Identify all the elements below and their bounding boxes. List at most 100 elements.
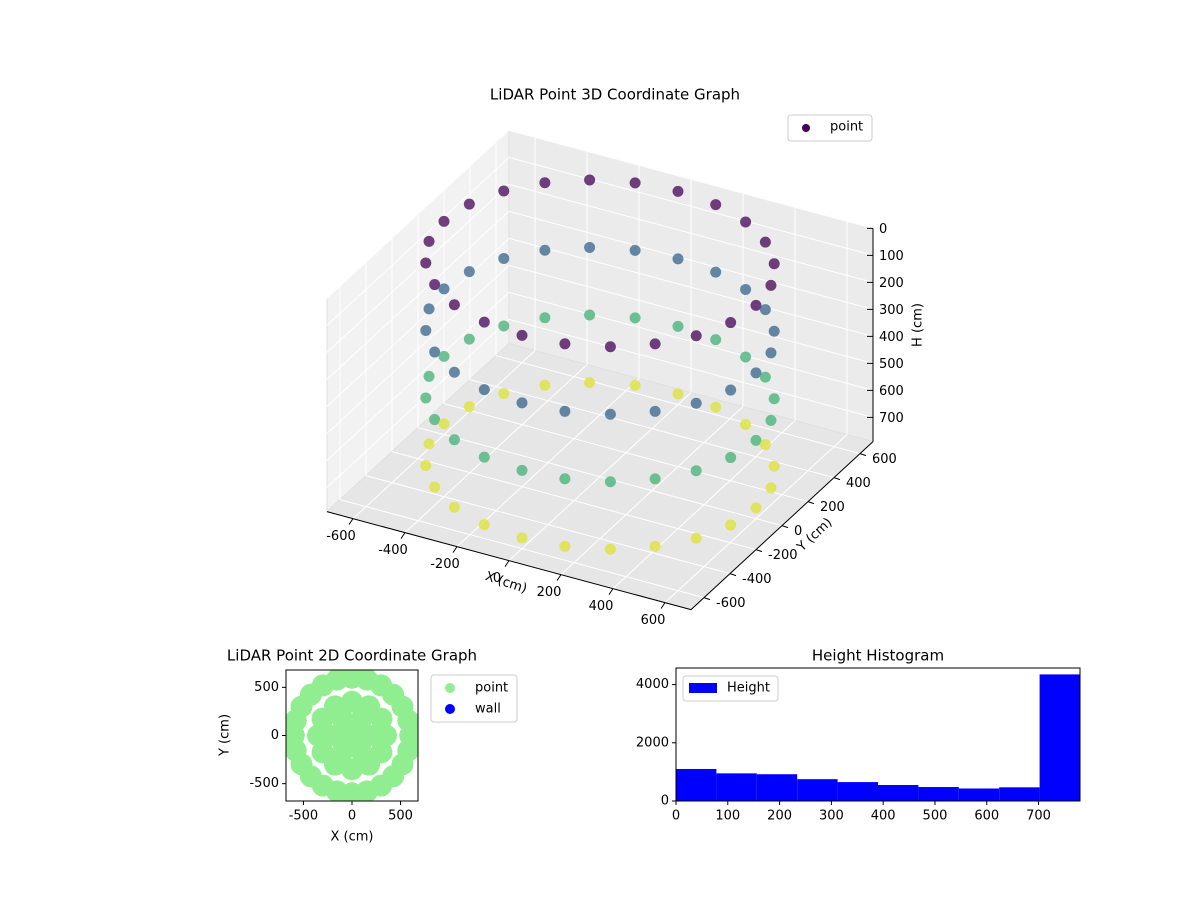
point	[448, 299, 460, 311]
grid-line	[326, 183, 510, 353]
point	[539, 312, 551, 324]
y-tick-label: 0	[271, 728, 279, 743]
point	[448, 434, 460, 446]
y-tick-label: -400	[742, 572, 772, 587]
bar	[1039, 674, 1080, 801]
legend-box	[682, 675, 779, 702]
legend-label: point	[830, 120, 863, 135]
point	[448, 366, 460, 378]
point	[498, 320, 510, 332]
legend-label: point	[475, 681, 508, 696]
point	[438, 283, 450, 295]
point	[539, 379, 551, 391]
point	[498, 185, 510, 197]
x-axis-line	[326, 511, 692, 611]
x-tick-label: -200	[430, 557, 460, 572]
point	[584, 241, 596, 253]
point	[690, 397, 702, 409]
legend-marker	[802, 124, 810, 132]
point	[649, 338, 661, 350]
point	[429, 346, 441, 358]
point	[584, 174, 596, 186]
point	[765, 482, 777, 494]
tick-mark	[504, 560, 510, 567]
legend-label: Height	[727, 681, 770, 696]
grid-line	[508, 264, 874, 364]
point	[423, 438, 435, 450]
point	[768, 393, 780, 405]
x-axis-label: X (cm)	[331, 830, 374, 845]
point	[539, 177, 551, 189]
grid-line	[326, 264, 510, 434]
title: LiDAR Point 3D Coordinate Graph	[490, 86, 740, 104]
x-tick-label: -500	[289, 809, 319, 824]
x-tick-label: 0	[493, 571, 501, 586]
point	[420, 324, 432, 336]
point	[750, 299, 762, 311]
grid-line	[339, 499, 705, 599]
grid-line	[326, 237, 510, 407]
point	[672, 320, 684, 332]
y-tick-label: -500	[249, 776, 279, 791]
grid-line	[508, 291, 874, 391]
point	[463, 198, 475, 210]
point	[759, 439, 771, 451]
x-tick-label: 600	[641, 613, 666, 628]
legend-label: wall	[475, 702, 501, 717]
point	[740, 418, 752, 430]
grid-line	[508, 183, 874, 283]
plot-area	[286, 670, 418, 801]
point	[516, 329, 528, 341]
point	[420, 459, 432, 471]
point	[423, 303, 435, 315]
z-tick-label: 500	[879, 357, 904, 372]
bar	[797, 779, 838, 801]
point	[341, 758, 363, 781]
point	[438, 350, 450, 362]
y-tick-label: 4000	[636, 677, 669, 692]
point	[478, 384, 490, 396]
point	[629, 312, 641, 324]
point	[740, 351, 752, 363]
point	[341, 724, 363, 747]
tick-mark	[729, 573, 737, 577]
point	[725, 317, 737, 329]
point	[759, 304, 771, 316]
z-axis-label: H (cm)	[911, 303, 926, 347]
z-tick-label: 600	[879, 384, 904, 399]
tick-mark	[781, 525, 789, 529]
z-tick-label: 300	[879, 303, 904, 318]
point	[478, 316, 490, 328]
point	[559, 473, 571, 485]
x-tick-label: 400	[589, 599, 614, 614]
bar	[958, 788, 1000, 801]
y-tick-label: 400	[846, 476, 871, 491]
point	[725, 452, 737, 464]
legend-marker	[445, 704, 455, 714]
z-tick-label: 400	[879, 330, 904, 345]
z-tick-label: 100	[879, 249, 904, 264]
point	[750, 502, 762, 514]
legend-marker	[689, 683, 717, 693]
point	[584, 376, 596, 388]
x-axis-label: X (cm)	[483, 569, 529, 597]
grid-line	[495, 355, 861, 455]
point	[478, 451, 490, 463]
point	[438, 418, 450, 430]
point	[559, 540, 571, 552]
grid-line	[508, 318, 874, 418]
point	[498, 252, 510, 264]
point	[370, 741, 393, 764]
point	[604, 543, 616, 555]
point	[420, 257, 432, 269]
x-tick-label: 500	[388, 809, 413, 824]
point	[423, 370, 435, 382]
point	[429, 414, 441, 426]
grid-line	[508, 156, 874, 256]
grid-line	[326, 156, 510, 326]
bar	[676, 768, 717, 801]
y-tick-label: 2000	[636, 735, 669, 750]
point	[649, 473, 661, 485]
axes-frame	[675, 667, 1081, 802]
